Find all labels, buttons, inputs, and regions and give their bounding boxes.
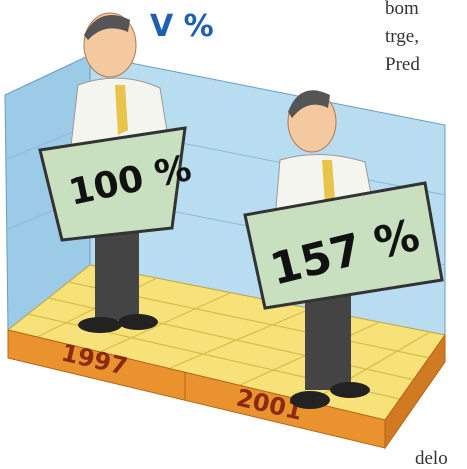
side-text: trge, xyxy=(385,26,419,47)
side-text: bom xyxy=(385,0,419,19)
heading: V % xyxy=(150,9,214,44)
man-2: 157 % xyxy=(243,90,444,409)
side-edge xyxy=(384,333,446,450)
man-1: 100 % xyxy=(38,12,195,333)
footer-text: delo xyxy=(415,448,448,469)
side-text: Pred xyxy=(385,54,420,75)
